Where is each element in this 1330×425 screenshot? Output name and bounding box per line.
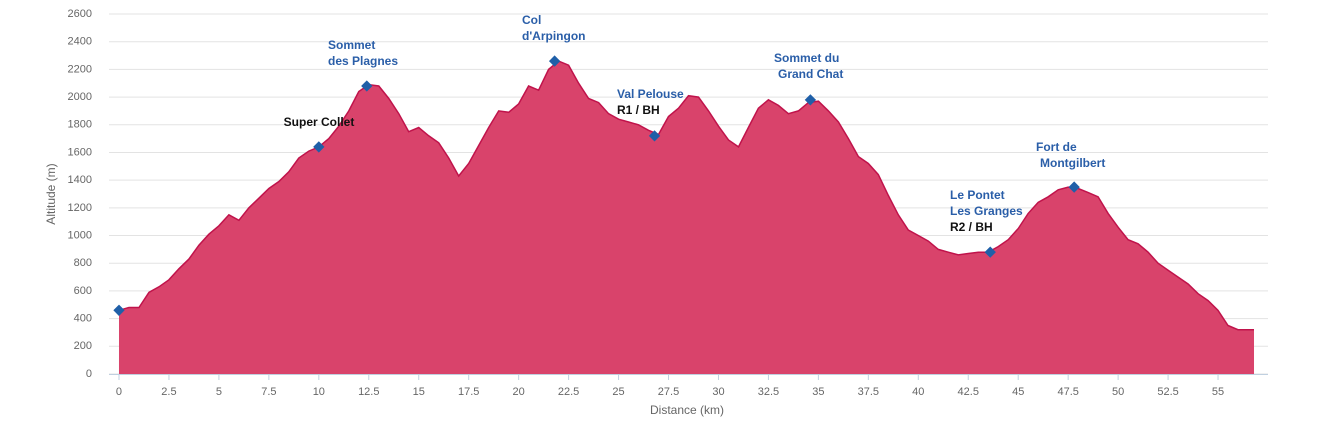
y-tick-label: 1000 [68, 229, 92, 241]
x-tick-label: 22.5 [558, 386, 579, 398]
y-tick-label: 2000 [68, 91, 92, 103]
x-tick-label: 52.5 [1157, 386, 1178, 398]
waypoint-label: Les Granges [950, 204, 1023, 218]
waypoint-label: Le Pontet [950, 188, 1005, 202]
waypoint-marker [984, 246, 996, 258]
x-tick-label: 35 [812, 386, 824, 398]
waypoint-label: d'Arpingon [522, 29, 586, 43]
waypoint-marker [1068, 181, 1080, 193]
x-tick-label: 15 [413, 386, 425, 398]
x-tick-label: 30 [712, 386, 724, 398]
x-tick-label: 50 [1112, 386, 1124, 398]
x-tick-label: 45 [1012, 386, 1024, 398]
waypoint-label: Grand Chat [778, 67, 843, 81]
x-tick-label: 37.5 [858, 386, 879, 398]
x-tick-label: 12.5 [358, 386, 379, 398]
y-tick-label: 2400 [68, 36, 92, 48]
x-tick-label: 32.5 [758, 386, 779, 398]
y-tick-label: 2200 [68, 63, 92, 75]
y-tick-label: 1200 [68, 202, 92, 214]
y-axis-title: Altitude (m) [44, 163, 58, 224]
y-tick-label: 2600 [68, 8, 92, 20]
waypoint-note: R2 / BH [950, 220, 993, 234]
y-tick-label: 600 [74, 285, 92, 297]
waypoint-marker [648, 130, 661, 142]
x-tick-label: 42.5 [958, 386, 979, 398]
x-tick-label: 10 [313, 386, 325, 398]
waypoint-label: des Plagnes [328, 54, 398, 68]
x-tick-label: 55 [1212, 386, 1224, 398]
y-tick-label: 1600 [68, 146, 92, 158]
x-tick-label: 17.5 [458, 386, 479, 398]
x-tick-label: 40 [912, 386, 924, 398]
waypoint-label: Montgilbert [1040, 156, 1105, 170]
x-tick-label: 7.5 [261, 386, 276, 398]
waypoint-note: R1 / BH [617, 103, 660, 117]
x-tick-label: 27.5 [658, 386, 679, 398]
x-axis-title: Distance (km) [650, 403, 724, 417]
y-tick-label: 800 [74, 257, 92, 269]
waypoint-label: Fort de [1036, 140, 1077, 154]
profile-line [118, 60, 1254, 331]
area [118, 61, 1255, 374]
x-tick-label: 47.5 [1057, 386, 1078, 398]
y-tick-label: 0 [86, 368, 92, 380]
waypoint-label: Val Pelouse [617, 87, 684, 101]
waypoint-label: Sommet [328, 38, 375, 52]
waypoint-note: Super Collet [284, 115, 355, 129]
x-tick-label: 2.5 [161, 386, 176, 398]
waypoint-marker [313, 141, 325, 153]
y-tick-label: 200 [74, 340, 92, 352]
x-tick-label: 25 [612, 386, 624, 398]
y-tick-label: 400 [74, 313, 92, 325]
x-tick-label: 20 [513, 386, 525, 398]
x-tick-label: 5 [216, 386, 222, 398]
waypoint-label: Sommet du [774, 51, 839, 65]
y-tick-label: 1400 [68, 174, 92, 186]
waypoint-label: Col [522, 13, 541, 27]
y-tick-label: 1800 [68, 119, 92, 131]
x-tick-label: 0 [116, 386, 122, 398]
